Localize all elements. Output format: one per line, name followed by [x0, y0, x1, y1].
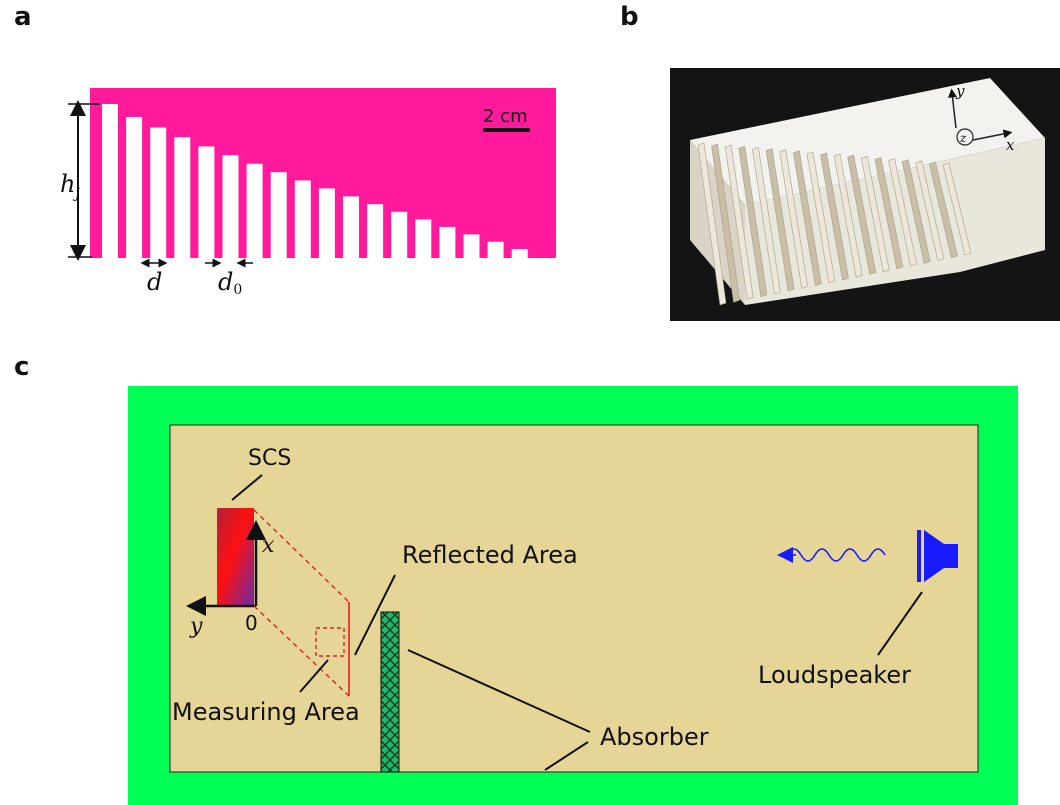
- fin-group: [102, 104, 528, 258]
- photo-fin: [833, 153, 863, 278]
- fin: [198, 146, 215, 258]
- axis-y-label: y: [955, 82, 965, 100]
- fin: [367, 204, 384, 258]
- photo-fin: [915, 160, 945, 261]
- axis-x-arrow: [972, 129, 1013, 141]
- height-label: hj: [60, 170, 80, 202]
- axis-x-label: x: [1006, 136, 1015, 154]
- fin: [439, 226, 456, 258]
- photo-fin: [738, 145, 768, 298]
- photo-fin: [942, 162, 972, 256]
- spacing-label: d: [147, 268, 162, 296]
- photo-fin: [929, 161, 958, 259]
- panel-label-a: a: [14, 2, 32, 32]
- measuring-area-label: Measuring Area: [172, 698, 360, 726]
- photo-fin: [697, 142, 727, 306]
- photo-fin: [724, 144, 754, 300]
- loudspeaker-icon: [917, 530, 958, 582]
- fin: [318, 188, 335, 258]
- axis-y-arrow: [948, 88, 957, 129]
- sample-top-face: [690, 78, 1045, 205]
- scs-leader: [231, 474, 263, 501]
- measuring-area-leader: [299, 659, 329, 693]
- loudspeaker-label: Loudspeaker: [758, 661, 911, 689]
- panel-label-c: c: [14, 352, 30, 382]
- sound-wave: [786, 548, 886, 562]
- axis-y-label-c: y: [189, 614, 203, 639]
- z-axis-marker: [956, 128, 974, 146]
- photo-fin: [779, 149, 809, 289]
- scs-sample: [217, 508, 254, 606]
- photo-fin: [711, 143, 740, 303]
- fin: [415, 219, 432, 258]
- absorber-slab: [380, 611, 400, 773]
- photo-fin-group: [697, 142, 972, 306]
- fin: [102, 104, 118, 258]
- scs-label: SCS: [248, 446, 291, 471]
- fin: [246, 163, 263, 258]
- projection-line-bottom: [253, 605, 350, 697]
- reflected-area-leader: [354, 574, 396, 656]
- absorber-leader-slab: [407, 649, 591, 733]
- photo-fin: [847, 154, 877, 275]
- fin: [222, 155, 239, 258]
- axis-z-label: z: [959, 131, 967, 145]
- reflected-area-label: Reflected Area: [402, 541, 578, 569]
- photo-fin: [901, 159, 931, 264]
- photo-fin: [792, 150, 822, 286]
- axis-x-label-c: x: [262, 533, 275, 558]
- photo-fin: [806, 151, 836, 284]
- gap-label: d0: [218, 268, 242, 298]
- loudspeaker-leader: [877, 591, 923, 656]
- fin: [270, 172, 287, 258]
- room-floor: [169, 424, 979, 773]
- fin: [294, 180, 311, 258]
- fin: [487, 241, 504, 258]
- fin: [511, 249, 528, 258]
- absorber-label: Absorber: [600, 723, 709, 751]
- sample-side-face: [745, 138, 1045, 305]
- fin: [463, 234, 480, 258]
- photo-fin: [820, 152, 849, 281]
- photo-fin: [888, 158, 917, 267]
- photo-fin: [860, 155, 890, 273]
- photo-fin: [765, 148, 795, 292]
- fin: [343, 196, 359, 258]
- panel-label-b: b: [620, 2, 639, 32]
- fin: [174, 137, 191, 258]
- projection-line-top: [253, 509, 350, 603]
- photo-fin: [752, 147, 781, 295]
- origin-label: 0: [245, 611, 258, 635]
- photo-fin: [874, 157, 904, 270]
- absorber-leader-floor: [544, 741, 589, 771]
- measuring-area-box: [315, 627, 345, 657]
- scale-bar-label: 2 cm: [483, 106, 528, 127]
- fin: [391, 211, 408, 258]
- fin: [150, 127, 167, 258]
- fin: [126, 117, 143, 258]
